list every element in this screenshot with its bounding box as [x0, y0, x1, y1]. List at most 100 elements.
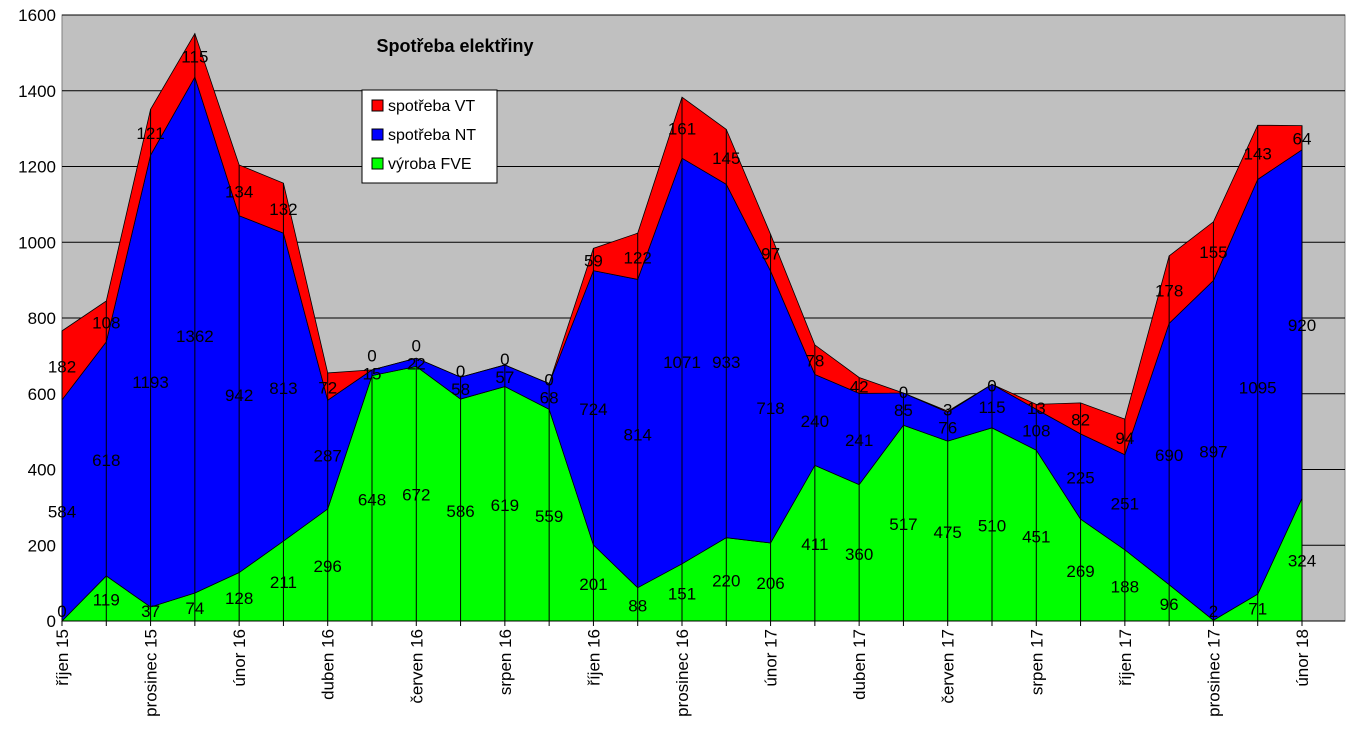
data-label: 155: [1199, 243, 1227, 262]
y-tick-label: 600: [28, 385, 56, 404]
data-label: 241: [845, 431, 873, 450]
data-label: 145: [712, 149, 740, 168]
legend-swatch: [371, 128, 384, 141]
data-label: 1095: [1239, 379, 1277, 398]
data-label: 68: [540, 388, 559, 407]
y-tick-label: 1400: [18, 82, 56, 101]
x-tick-label: říjen 17: [1116, 629, 1135, 686]
x-tick-label: červen 16: [407, 629, 426, 704]
data-label: 132: [269, 200, 297, 219]
data-label: 0: [57, 602, 66, 621]
data-label: 619: [491, 496, 519, 515]
data-label: 269: [1066, 562, 1094, 581]
data-label: 59: [584, 251, 603, 270]
x-tick-label: říjen 16: [584, 629, 603, 686]
data-label: 296: [314, 557, 342, 576]
data-label: 813: [269, 379, 297, 398]
data-label: 690: [1155, 446, 1183, 465]
x-tick-label: srpen 17: [1027, 629, 1046, 695]
data-label: 618: [92, 451, 120, 470]
data-label: 517: [889, 515, 917, 534]
data-label: 240: [801, 412, 829, 431]
x-tick-label: únor 17: [762, 629, 781, 687]
data-label: 0: [544, 370, 553, 389]
y-tick-label: 1000: [18, 233, 56, 252]
data-label: 13: [1027, 399, 1046, 418]
data-label: 360: [845, 545, 873, 564]
data-label: 897: [1199, 442, 1227, 461]
data-label: 82: [1071, 410, 1090, 429]
data-label: 128: [225, 589, 253, 608]
y-tick-label: 200: [28, 536, 56, 555]
data-label: 42: [850, 377, 869, 396]
data-label: 72: [318, 379, 337, 398]
data-label: 920: [1288, 316, 1316, 335]
data-label: 0: [412, 336, 421, 355]
legend-swatch: [371, 99, 384, 112]
data-label: 15: [363, 365, 382, 384]
x-tick-label: prosinec 17: [1204, 629, 1223, 717]
data-label: 648: [358, 490, 386, 509]
data-label: 108: [1022, 422, 1050, 441]
data-label: 451: [1022, 528, 1050, 547]
x-tick-label: červen 17: [939, 629, 958, 704]
data-label: 225: [1066, 469, 1094, 488]
data-label: 182: [48, 357, 76, 376]
data-label: 122: [624, 248, 652, 267]
data-label: 1193: [132, 373, 169, 392]
data-label: 37: [141, 602, 160, 621]
y-tick-label: 0: [47, 612, 56, 631]
data-label: 411: [801, 535, 828, 554]
data-label: 143: [1244, 144, 1272, 163]
data-label: 584: [48, 502, 76, 521]
data-label: 206: [756, 574, 784, 593]
data-label: 178: [1155, 282, 1183, 301]
legend-box: [361, 89, 498, 184]
data-label: 85: [894, 401, 913, 420]
legend-label: spotřeba VT: [388, 98, 475, 115]
data-label: 58: [451, 380, 470, 399]
data-label: 151: [668, 584, 696, 603]
data-label: 0: [456, 362, 465, 381]
data-label: 134: [225, 182, 253, 201]
data-label: 74: [185, 599, 204, 618]
data-label: 933: [712, 353, 740, 372]
data-label: 22: [407, 354, 426, 373]
x-tick-label: únor 16: [230, 629, 249, 687]
data-label: 211: [270, 573, 297, 592]
data-label: 0: [899, 383, 908, 402]
data-label: 97: [761, 245, 780, 264]
x-tick-label: únor 18: [1293, 629, 1312, 687]
x-tick-label: duben 16: [319, 629, 338, 700]
data-label: 64: [1293, 130, 1312, 149]
data-label: 201: [579, 575, 607, 594]
data-label: 718: [756, 399, 784, 418]
data-label: 324: [1288, 552, 1316, 571]
data-label: 287: [314, 447, 342, 466]
data-label: 1071: [663, 353, 701, 372]
data-label: 57: [495, 368, 514, 387]
data-label: 510: [978, 516, 1006, 535]
legend: spotřeba VT spotřeba NT výroba FVE: [361, 89, 498, 184]
data-label: 161: [668, 120, 696, 139]
data-label: 0: [987, 376, 996, 395]
data-label: 0: [367, 347, 376, 366]
data-label: 586: [446, 502, 474, 521]
data-label: 94: [1115, 429, 1134, 448]
data-label: 115: [978, 398, 1005, 417]
data-label: 2: [1209, 602, 1218, 621]
x-tick-label: prosinec 15: [142, 629, 161, 717]
y-tick-label: 1600: [18, 6, 56, 25]
data-label: 814: [624, 426, 652, 445]
legend-swatch: [371, 157, 384, 170]
x-tick-label: srpen 16: [496, 629, 515, 695]
data-label: 942: [225, 386, 253, 405]
plot-area: 0200400600800100012001400160005841821196…: [18, 6, 1346, 717]
y-tick-label: 800: [28, 309, 56, 328]
data-label: 88: [628, 596, 647, 615]
data-label: 3: [943, 401, 952, 420]
x-tick-label: říjen 15: [53, 629, 72, 686]
x-tick-label: duben 17: [850, 629, 869, 700]
data-label: 78: [805, 352, 824, 371]
